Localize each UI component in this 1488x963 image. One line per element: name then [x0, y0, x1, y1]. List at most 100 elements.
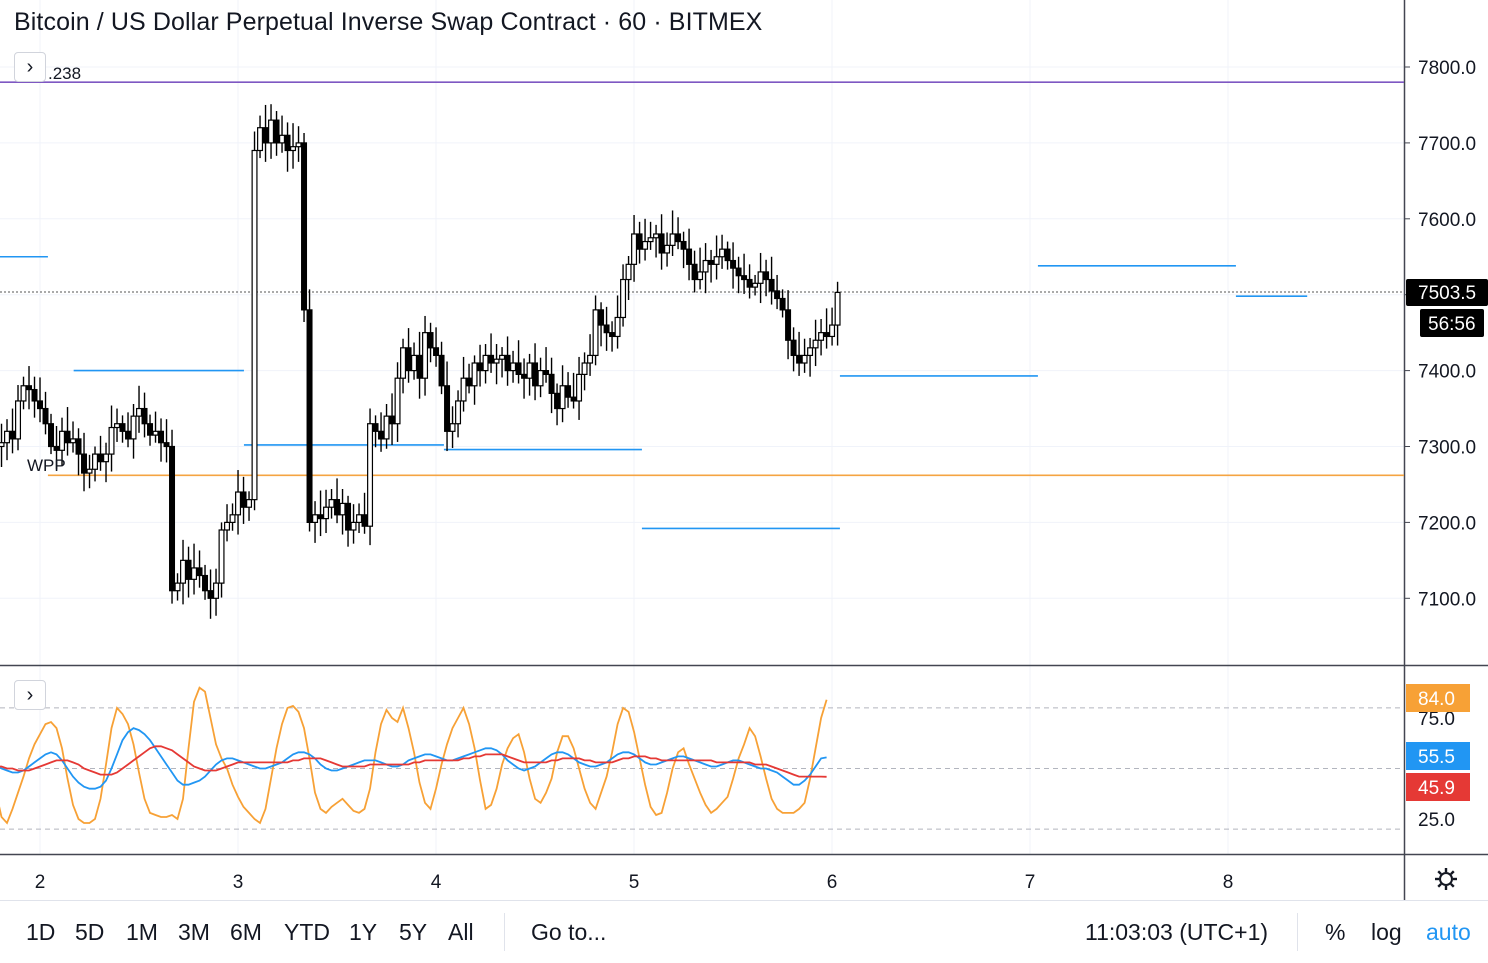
candle-body: [389, 415, 396, 425]
candle-body: [603, 324, 610, 334]
candle-body: [691, 263, 698, 281]
price-axis[interactable]: 7800.07700.07600.07500.07400.07300.07200…: [1404, 58, 1488, 831]
candle-body: [31, 388, 38, 402]
range-all-button[interactable]: All: [448, 919, 474, 945]
candle-body: [53, 445, 60, 451]
candle-body: [119, 423, 126, 432]
candle-body: [301, 142, 308, 311]
log-scale-button[interactable]: log: [1371, 919, 1402, 945]
candle-body: [763, 271, 770, 281]
candle-body: [37, 400, 44, 410]
wpp-label: WPP: [27, 456, 66, 475]
oscillator-value-badge: [1406, 684, 1470, 712]
oscillator: [0, 686, 1404, 830]
range-ytd-button[interactable]: YTD: [284, 919, 330, 945]
candle-body: [449, 423, 456, 432]
oscillator-value-badge: [1406, 742, 1470, 770]
chevron-right-icon: ›: [26, 683, 34, 706]
countdown-label: 56:56: [1428, 314, 1476, 335]
candles: [0, 104, 841, 619]
candle-body: [466, 377, 473, 387]
candle-body: [642, 240, 649, 250]
last-price-badge: [1406, 279, 1488, 307]
candle-body: [719, 248, 726, 258]
candle-body: [306, 309, 313, 524]
time-axis[interactable]: 2 3 4 5 6 7 8: [35, 868, 1457, 893]
candle-body: [411, 354, 418, 372]
range-3m-button[interactable]: 3M: [178, 919, 210, 945]
candle-body: [136, 407, 143, 417]
range-5d-button[interactable]: 5D: [75, 919, 105, 945]
auto-scale-button[interactable]: auto: [1426, 919, 1471, 945]
candle-body: [532, 362, 539, 387]
candle-body: [295, 142, 302, 148]
price-tick-label: 7300.0: [1418, 438, 1476, 459]
time-tick-label: 2: [35, 872, 46, 893]
range-5y-button[interactable]: 5Y: [399, 919, 428, 945]
candle-body: [515, 362, 522, 375]
candle-body: [251, 149, 258, 501]
goto-button[interactable]: Go to...: [531, 919, 607, 945]
candle-body: [262, 127, 269, 144]
candle-body: [350, 521, 357, 531]
candle-body: [4, 430, 11, 444]
candle-body: [735, 267, 742, 277]
candle-body: [108, 426, 115, 455]
price-tick-label: 7800.0: [1418, 58, 1476, 79]
candle-body: [471, 362, 478, 387]
candle-body: [202, 574, 209, 592]
candle-body: [97, 453, 104, 463]
percent-scale-button[interactable]: %: [1325, 919, 1346, 945]
candle-body: [328, 499, 335, 508]
grid: [0, 0, 1488, 900]
chart-canvas[interactable]: 7800.07700.07600.07500.07400.07300.07200…: [0, 0, 1488, 900]
candle-body: [697, 271, 704, 281]
candle-body: [609, 332, 616, 338]
candle-body: [367, 423, 374, 527]
time-tick-label: 7: [1025, 872, 1036, 893]
oscillator-value-label: 55.5: [1418, 747, 1455, 768]
level-lines: [0, 81, 1404, 530]
candle-body: [807, 347, 814, 357]
candle-body: [554, 392, 561, 410]
candle-body: [664, 244, 671, 254]
price-tick-label: 7600.0: [1418, 210, 1476, 231]
range-6m-button[interactable]: 6M: [230, 919, 262, 945]
candle-body: [499, 354, 506, 360]
candle-body: [229, 514, 236, 523]
candle-body: [317, 514, 324, 520]
candle-body: [427, 332, 434, 349]
candle-body: [625, 263, 632, 281]
candle-body: [345, 502, 352, 531]
candle-body: [64, 430, 71, 444]
range-1m-button[interactable]: 1M: [126, 919, 158, 945]
range-1d-button[interactable]: 1D: [26, 919, 56, 945]
candle-body: [70, 438, 77, 444]
time-tick-label: 4: [431, 872, 442, 893]
candle-body: [708, 259, 715, 265]
candle-body: [15, 400, 22, 440]
candle-body: [273, 119, 280, 144]
candle-body: [785, 309, 792, 341]
indicator-collapse-button[interactable]: ›: [14, 680, 46, 710]
candle-body: [125, 430, 132, 440]
candle-body: [103, 453, 110, 463]
candle-body: [394, 377, 401, 425]
candle-body: [240, 491, 247, 508]
candle-body: [323, 506, 330, 520]
candle-body: [444, 385, 451, 432]
gear-icon[interactable]: [1435, 868, 1457, 890]
candle-body: [482, 354, 489, 372]
chart-title: Bitcoin / US Dollar Perpetual Inverse Sw…: [14, 8, 763, 36]
candle-body: [147, 423, 154, 436]
candle-body: [339, 502, 346, 516]
candle-body: [400, 347, 407, 379]
toolbar-divider: [504, 913, 505, 951]
time-tick-label: 6: [827, 872, 838, 893]
candle-body: [438, 354, 445, 387]
legend-collapse-button[interactable]: ›: [14, 52, 46, 82]
candle-body: [658, 233, 665, 254]
candle-body: [598, 309, 605, 326]
range-1y-button[interactable]: 1Y: [349, 919, 378, 945]
candle-body: [284, 134, 291, 152]
